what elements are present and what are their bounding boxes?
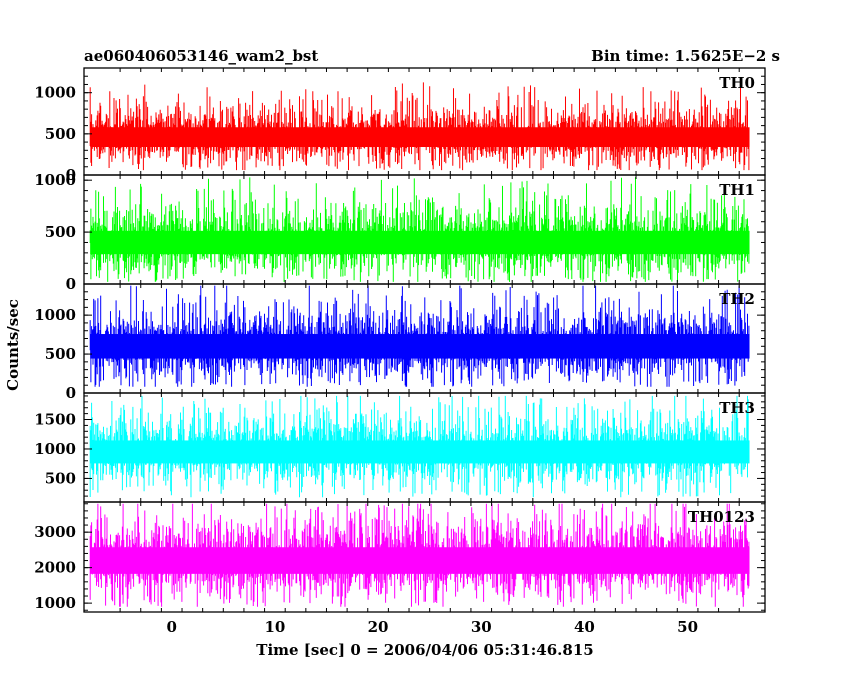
series-th1: [89, 177, 750, 282]
panels: 05001000TH005001000TH105001000TH25001000…: [34, 67, 766, 636]
y-tick-label: 1000: [34, 171, 76, 189]
series-core-th0123: [90, 547, 750, 574]
x-tick-label: 10: [264, 618, 285, 636]
panel-label: TH0: [719, 74, 755, 92]
y-tick-label: 1000: [34, 84, 76, 102]
y-tick-label: 3000: [34, 523, 76, 541]
y-tick-label: 500: [45, 125, 76, 143]
x-tick-label: 20: [368, 618, 389, 636]
x-tick-label: 30: [471, 618, 492, 636]
y-tick-label: 0: [66, 166, 76, 184]
y-axis-label: Counts/sec: [4, 299, 22, 391]
panel-th0123: 1000 2000 3000 TH0123 0 10 20 30 40 50: [34, 501, 766, 636]
x-tick-label: 40: [574, 618, 595, 636]
y-tick-label: 1000: [34, 594, 76, 612]
y-tick-label: 500: [45, 469, 76, 487]
y-tick-label: 1000: [34, 306, 76, 324]
series-core-th2: [90, 334, 750, 359]
panel-th3: 500 1000 1500 TH3: [34, 392, 766, 503]
bin-time-label: Bin time: 1.5625E−2 s: [591, 47, 780, 65]
panel-label: TH1: [719, 181, 755, 199]
y-tick-label: 0: [66, 384, 76, 402]
obs-id-title: ae060406053146_wam2_bst: [84, 47, 318, 65]
series-core-th1: [90, 230, 750, 255]
series-core-th3: [90, 440, 750, 464]
x-tick-label: 0: [166, 618, 176, 636]
y-tick-label: 1000: [34, 440, 76, 458]
y-tick-label: 2000: [34, 559, 76, 577]
x-axis-label: Time [sec] 0 = 2006/04/06 05:31:46.815: [256, 641, 593, 659]
panel-label: TH2: [719, 290, 755, 308]
panel-label: TH3: [719, 399, 755, 417]
y-tick-label: 0: [66, 275, 76, 293]
panel-th1: 0 500 1000 TH1: [34, 171, 766, 293]
panel-label: TH0123: [688, 508, 755, 526]
x-tick-label: 50: [677, 618, 698, 636]
series-core-th0: [90, 127, 750, 148]
y-tick-label: 1500: [34, 411, 76, 429]
y-tick-label: 500: [45, 345, 76, 363]
y-tick-label: 500: [45, 223, 76, 241]
panel-th0: 0 500 1000 TH0: [34, 67, 766, 184]
panel-th2: 0 500 1000 TH2: [34, 283, 766, 402]
panel-frame: [83, 501, 766, 613]
series-th0: [89, 82, 750, 171]
